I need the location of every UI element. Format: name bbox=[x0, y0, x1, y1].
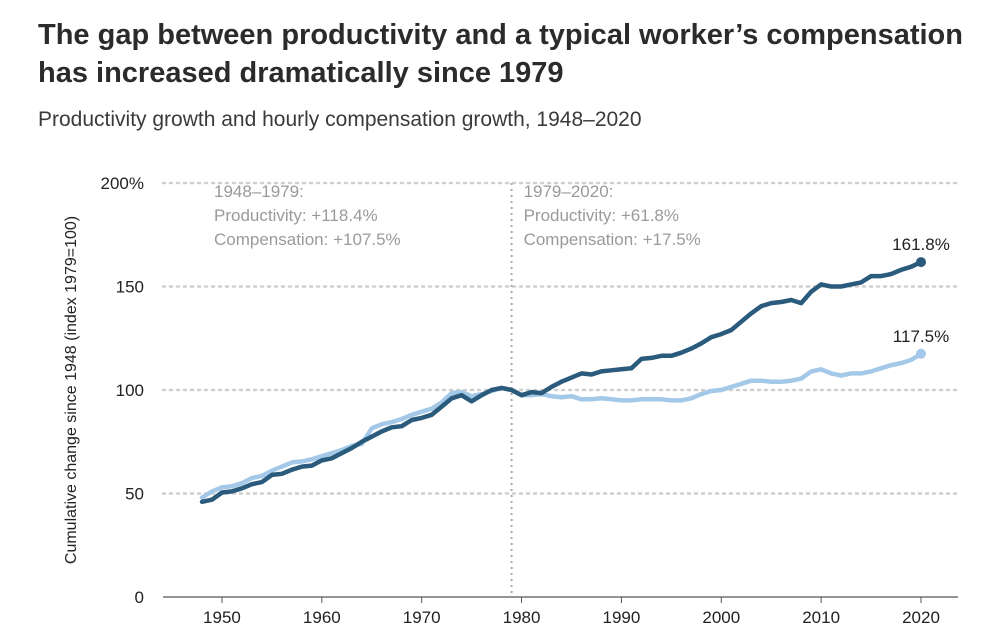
chart-title: The gap between productivity and a typic… bbox=[38, 19, 963, 89]
gridlines bbox=[161, 181, 960, 495]
series-lines bbox=[199, 259, 924, 505]
x-tick-label: 2010 bbox=[802, 608, 840, 627]
y-axis-label: Cumulative change since 1948 (index 1979… bbox=[63, 216, 80, 564]
annotation-line: Productivity: +118.4% bbox=[214, 206, 378, 225]
y-tick-label: 200% bbox=[101, 174, 144, 193]
series-line-compensation bbox=[199, 351, 924, 500]
period-annotations: 1948–1979: Productivity: +118.4% Compensat… bbox=[214, 182, 701, 249]
series-line-productivity bbox=[199, 259, 924, 505]
end-point-compensation bbox=[916, 348, 926, 359]
annotation-line: 1948–1979: bbox=[214, 182, 304, 201]
x-tick-label: 1980 bbox=[503, 608, 541, 627]
y-tick-label: 150 bbox=[116, 278, 144, 297]
x-tick-label: 1960 bbox=[303, 608, 341, 627]
x-tick-label: 2000 bbox=[702, 608, 740, 627]
y-tick-label: 100 bbox=[116, 381, 144, 400]
annotation-line: Productivity: +61.8% bbox=[524, 206, 679, 225]
annotation-line: 1979–2020: bbox=[524, 182, 614, 201]
end-markers: 117.5% 161.8% bbox=[892, 235, 950, 359]
y-tick-label: 0 bbox=[135, 588, 144, 607]
end-label-productivity: 161.8% bbox=[892, 235, 950, 254]
end-label-compensation: 117.5% bbox=[893, 327, 949, 346]
annotation-line: Compensation: +107.5% bbox=[214, 230, 401, 249]
x-axis: 1950 1960 1970 1980 1990 2000 2010 2020 bbox=[163, 596, 958, 627]
chart-subtitle: Productivity growth and hourly compensat… bbox=[38, 108, 642, 131]
x-tick-label: 2020 bbox=[902, 608, 940, 627]
x-tick-label: 1950 bbox=[203, 608, 241, 627]
y-tick-label: 50 bbox=[125, 485, 144, 504]
y-axis-ticks: 0 50 100 150 200% bbox=[101, 174, 144, 607]
annotation-line: Compensation: +17.5% bbox=[524, 230, 701, 249]
end-point-productivity bbox=[916, 257, 926, 268]
x-tick-label: 1990 bbox=[603, 608, 641, 627]
x-tick-label: 1970 bbox=[403, 608, 441, 627]
